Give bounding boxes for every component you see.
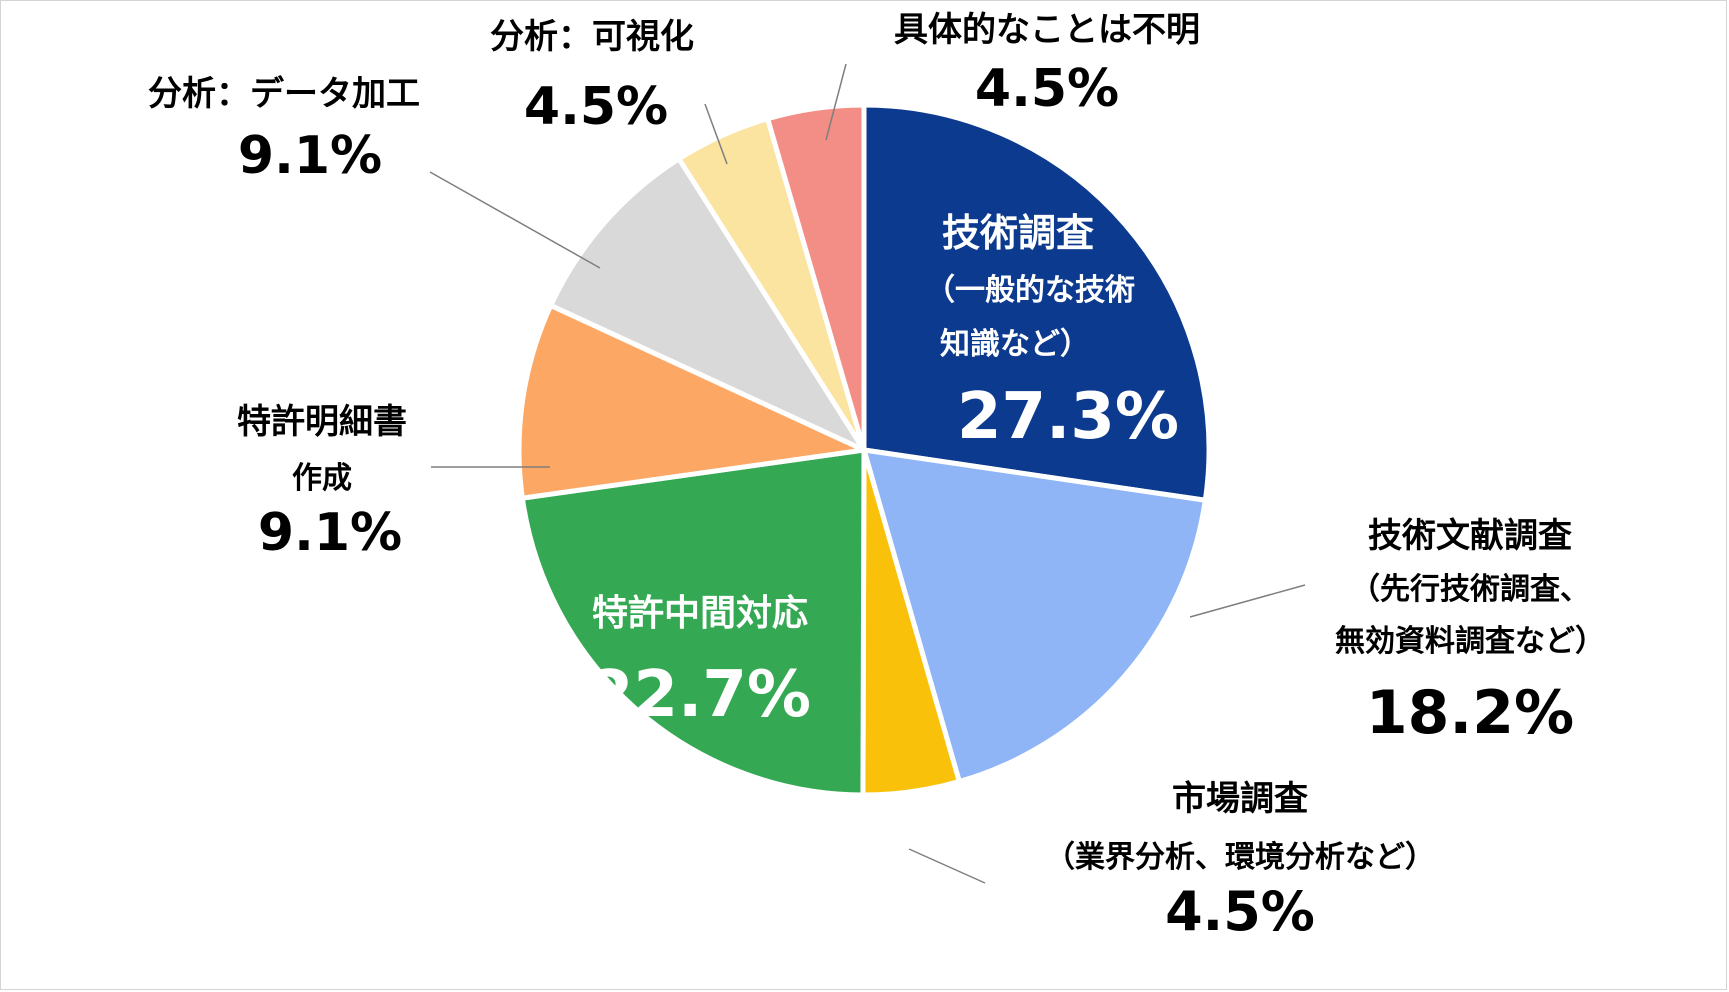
slice-label-1-line-2: （一般的な技術 (925, 273, 1135, 308)
leader-line-2 (1189, 584, 1306, 618)
leader-line-3 (908, 848, 986, 884)
slice-label-6-line-1: 分析：データ加工 (148, 74, 420, 114)
slice-percent-4: 22.7% (589, 658, 811, 732)
slice-label-2-line-1: 技術文献調査 (1368, 516, 1572, 556)
slice-label-3-line-1: 市場調査 (1172, 779, 1308, 819)
pie-slice-4 (519, 447, 867, 798)
pie-slice-5 (516, 302, 867, 501)
slice-percent-5: 9.1% (258, 503, 402, 563)
slice-percent-2: 18.2% (1366, 678, 1574, 748)
leader-lines (429, 63, 1306, 884)
slice-label-2-line-3: 無効資料調査など） (1335, 624, 1605, 659)
slice-label-1-line-3: 知識など） (940, 327, 1090, 362)
slice-label-5-line-1: 特許明細書 (237, 402, 407, 442)
slice-percent-6: 9.1% (238, 126, 382, 186)
pie-slice-8 (765, 102, 867, 453)
slice-label-4-line-1: 特許中間対応 (592, 593, 808, 634)
slice-percent-8: 4.5% (975, 59, 1119, 119)
leader-line-7 (704, 103, 728, 165)
pie-slice-6 (548, 156, 867, 453)
slice-label-5-line-2: 作成 (292, 461, 352, 496)
slice-label-8-line-1: 具体的なことは不明 (894, 10, 1200, 50)
pie-slice-2 (861, 447, 1208, 785)
slice-percent-3: 4.5% (1165, 880, 1315, 943)
leader-line-6 (429, 171, 601, 269)
pie-slices (516, 102, 1212, 798)
slice-label-2-line-2: （先行技術調査、 (1350, 572, 1590, 607)
slice-percent-1: 27.3% (957, 380, 1179, 454)
slice-label-1-line-1: 技術調査 (942, 211, 1094, 255)
slice-percent-7: 4.5% (524, 77, 668, 137)
leader-line-8 (825, 63, 847, 141)
slice-label-3-line-2: （業界分析、環境分析など） (1045, 840, 1435, 875)
slice-label-7-line-1: 分析：可視化 (490, 17, 694, 57)
pie-slice-1 (861, 102, 1212, 503)
